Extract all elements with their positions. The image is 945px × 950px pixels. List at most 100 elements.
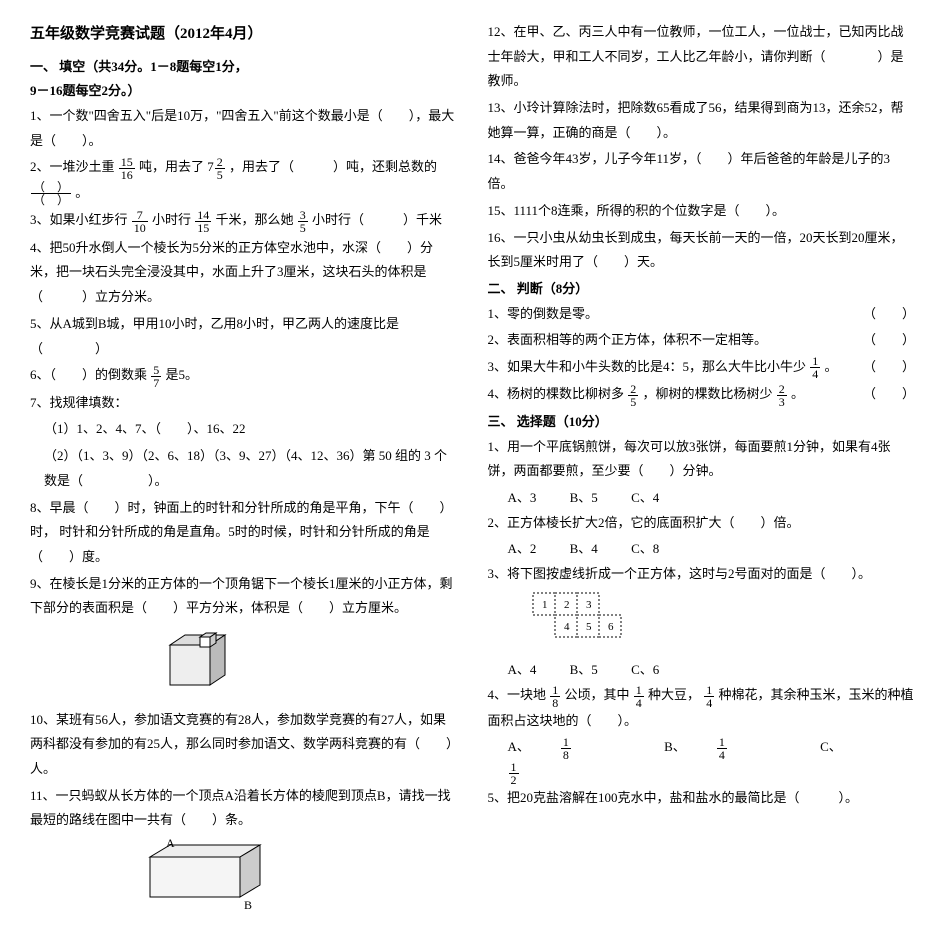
- c1-opt-a: A、3: [508, 490, 537, 505]
- fraction-2-5: 25: [215, 156, 225, 181]
- question-16: 16、一只小虫从幼虫长到成虫，每天长前一天的一倍，20天长到20厘米，长到5厘米…: [488, 226, 916, 275]
- vertex-b-label: B: [244, 898, 252, 912]
- j2-text: 2、表面积相等的两个正方体，体积不一定相等。: [488, 332, 768, 347]
- j3-text-a: 3、如果大牛和小牛头数的比是4：5，那么大牛比小牛少: [488, 359, 807, 374]
- section1-heading-line2: 9－16题每空2分。）: [30, 79, 458, 104]
- q2-text-a: 2、一堆沙土重: [30, 159, 115, 174]
- c3-opt-c: C、6: [631, 662, 659, 677]
- choice-1-options: A、3 B、5 C、4: [508, 486, 916, 511]
- j4-text-c: 。: [791, 386, 804, 401]
- cube-figure: [150, 625, 458, 704]
- question-2: 2、一堆沙土重 1516 吨，用去了 725 ，用去了（ ）吨，还剩总数的 （ …: [30, 155, 458, 206]
- c2-opt-a: A、2: [508, 541, 537, 556]
- cuboid-figure: A B: [130, 837, 458, 926]
- c4-opt-b: B、14: [664, 739, 787, 754]
- question-10: 10、某班有56人，参加语文竞赛的有28人，参加数学竞赛的有27人，如果两科都没…: [30, 708, 458, 782]
- question-1: 1、一个数"四舍五入"后是10万，"四舍五入"前这个数最小是（ ），最大是（ ）…: [30, 104, 458, 153]
- question-3: 3、如果小红步行 710 小时行 1415 千米，那么她 35 小时行（ ）千米: [30, 208, 458, 234]
- j1-paren: （ ）: [863, 302, 915, 327]
- choice-1: 1、用一个平底锅煎饼，每次可以放3张饼，每面要煎1分钟，如果有4张饼，两面都要煎…: [488, 435, 916, 484]
- svg-text:2: 2: [564, 599, 570, 611]
- choice-3: 3、将下图按虚线折成一个正方体，这时与2号面对的面是（ ）。: [488, 562, 916, 587]
- fraction-blank: （ ）（ ）: [31, 181, 71, 206]
- j1-text: 1、零的倒数是零。: [488, 306, 599, 321]
- choice-2: 2、正方体棱长扩大2倍，它的底面积扩大（ ）倍。: [488, 511, 916, 536]
- fraction-1-4d: 14: [717, 736, 757, 761]
- question-12: 12、在甲、乙、丙三人中有一位教师，一位工人，一位战士，已知丙比战士年龄大，甲和…: [488, 20, 916, 94]
- fraction-5-7: 57: [151, 364, 161, 389]
- fraction-1-4-b: 14: [634, 684, 644, 709]
- fraction-1-4-a: 14: [810, 355, 820, 380]
- c4-text-b: 公顷，其中: [565, 687, 630, 702]
- j4-paren: （ ）: [863, 382, 915, 407]
- c4-opt-c-label: C、: [820, 739, 842, 754]
- q3-text-c: 千米，那么她: [216, 212, 294, 227]
- fraction-15-16: 1516: [119, 156, 135, 181]
- j4-text-a: 4、杨树的棵数比柳树多: [488, 386, 625, 401]
- judge-2: 2、表面积相等的两个正方体，体积不一定相等。 （ ）: [488, 328, 916, 353]
- c4-opt-a-label: A、: [508, 739, 530, 754]
- fraction-14-15: 1415: [195, 209, 211, 234]
- c3-opt-a: A、4: [508, 662, 537, 677]
- svg-text:1: 1: [542, 599, 548, 611]
- section1-heading: 一、 填空（共34分。1－8题每空1分，: [30, 55, 458, 80]
- q2-text-b: 吨，用去了: [139, 159, 204, 174]
- svg-text:3: 3: [586, 599, 592, 611]
- exam-title: 五年级数学竞赛试题（2012年4月）: [30, 20, 458, 49]
- svg-text:4: 4: [564, 621, 570, 633]
- c2-opt-c: C、8: [631, 541, 659, 556]
- choice-5: 5、把20克盐溶解在100克水中，盐和盐水的最简比是（ ）。: [488, 786, 916, 811]
- c4-text-a: 4、一块地: [488, 687, 547, 702]
- fraction-1-2: 12: [509, 761, 549, 786]
- q3-text-a: 3、如果小红步行: [30, 212, 128, 227]
- j2-paren: （ ）: [863, 328, 915, 353]
- choice-4-options: A、18 B、14 C、12: [508, 735, 916, 786]
- question-4: 4、把50升水倒人一个棱长为5分米的正方体空水池中，水深（ ）分米，把一块石头完…: [30, 236, 458, 310]
- q6-text-b: 是5。: [166, 367, 199, 382]
- judge-3: 3、如果大牛和小牛头数的比是4：5，那么大牛比小牛少 14 。 （ ）: [488, 355, 916, 381]
- q2-text-c: ，用去了（ ）吨，还剩总数的: [229, 159, 437, 174]
- choice-3-options: A、4 B、5 C、6: [508, 658, 916, 683]
- cuboid-svg: A B: [130, 837, 280, 917]
- fraction-1-8: 18: [550, 684, 560, 709]
- cube-net-figure: 1 2 3 4 5 6: [528, 591, 916, 655]
- choice-4: 4、一块地 18 公顷，其中 14 种大豆， 14 种棉花，其余种玉米，玉米的种…: [488, 683, 916, 733]
- question-7: 7、找规律填数：: [30, 391, 458, 416]
- right-column: 12、在甲、乙、丙三人中有一位教师，一位工人，一位战士，已知丙比战士年龄大，甲和…: [488, 20, 916, 930]
- fraction-7-10: 710: [132, 209, 148, 234]
- j3-paren: （ ）: [863, 355, 915, 380]
- question-11: 11、一只蚂蚁从长方体的一个顶点A沿着长方体的棱爬到顶点B，请找一找最短的路线在…: [30, 784, 458, 833]
- question-13: 13、小玲计算除法时，把除数65看成了56，结果得到商为13，还余52，帮她算一…: [488, 96, 916, 145]
- c3-opt-b: B、5: [570, 662, 598, 677]
- q2-text-d: 。: [75, 185, 88, 200]
- c2-opt-b: B、4: [570, 541, 598, 556]
- svg-text:6: 6: [608, 621, 614, 633]
- c4-opt-b-label: B、: [664, 739, 686, 754]
- fraction-1-4-c: 14: [704, 684, 714, 709]
- j3-text-b: 。: [825, 359, 838, 374]
- c4-opt-a: A、18: [508, 739, 631, 754]
- c4-text-c: 种大豆，: [648, 687, 700, 702]
- c1-opt-b: B、5: [570, 490, 598, 505]
- c1-opt-c: C、4: [631, 490, 659, 505]
- q3-text-b: 小时行: [152, 212, 191, 227]
- j4-text-b: ，柳树的棵数比杨树少: [643, 386, 773, 401]
- question-14: 14、爸爸今年43岁，儿子今年11岁，（ ）年后爸爸的年龄是儿子的3倍。: [488, 147, 916, 196]
- page-root: 五年级数学竞赛试题（2012年4月） 一、 填空（共34分。1－8题每空1分， …: [0, 0, 945, 950]
- fraction-1-8b: 18: [561, 736, 601, 761]
- question-8: 8、早晨（ ）时，钟面上的时针和分针所成的角是平角，下午（ ）时， 时针和分针所…: [30, 496, 458, 570]
- question-5: 5、从A城到B城，甲用10小时，乙用8小时，甲乙两人的速度比是（ ）: [30, 312, 458, 361]
- svg-text:5: 5: [586, 621, 592, 633]
- mixed-7: 7: [207, 159, 214, 174]
- judge-1: 1、零的倒数是零。 （ ）: [488, 302, 916, 327]
- q3-text-d: 小时行（ ）千米: [312, 212, 442, 227]
- question-7-sub2: （2）（1、3、9）（2、6、18）（3、9、27）（4、12、36）第 50 …: [44, 444, 458, 493]
- question-9: 9、在棱长是1分米的正方体的一个顶角锯下一个棱长1厘米的小正方体，剩下部分的表面…: [30, 572, 458, 621]
- question-7-sub1: （1）1、2、4、7、（ ）、16、22: [44, 417, 458, 442]
- q6-text-a: 6、（ ）的倒数乘: [30, 367, 147, 382]
- vertex-a-label: A: [166, 837, 175, 850]
- fraction-2-3: 23: [777, 383, 787, 408]
- fraction-2-5b: 25: [628, 383, 638, 408]
- net-svg: 1 2 3 4 5 6: [528, 591, 668, 646]
- section3-heading: 三、 选择题（10分）: [488, 410, 916, 435]
